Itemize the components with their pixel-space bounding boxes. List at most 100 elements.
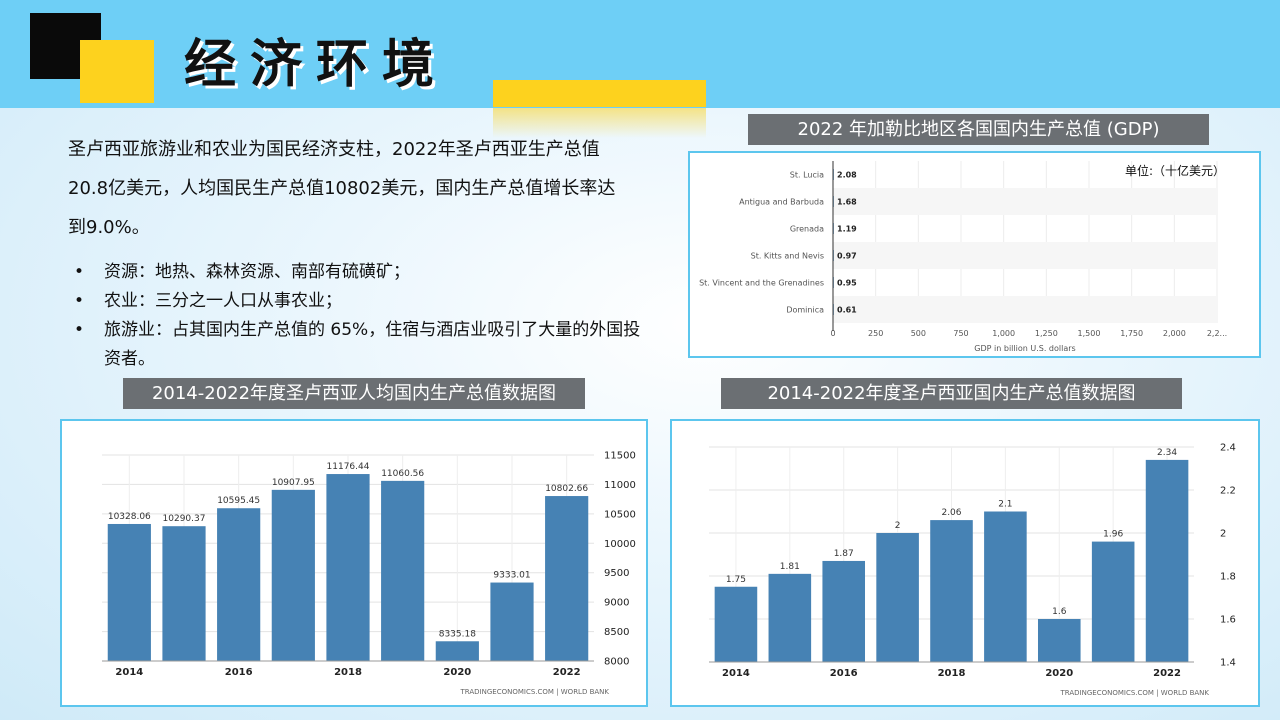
yellow-bar-reflection	[493, 108, 706, 138]
data-label: 1.87	[834, 549, 854, 559]
bar	[545, 496, 589, 661]
source-label: TRADINGECONOMICS.COM | WORLD BANK	[460, 688, 610, 696]
bullet-dot-icon: •	[74, 262, 85, 282]
gdp-chart-caption: 2022 年加勒比地区各国国内生产总值 (GDP)	[748, 114, 1209, 145]
x-tick-label: 2016	[830, 668, 858, 679]
y-tick-label: 10500	[604, 509, 636, 520]
bar	[217, 508, 261, 661]
bar	[162, 526, 206, 661]
x-tick-label: 2014	[115, 667, 143, 678]
x-tick-label: 2022	[1153, 668, 1181, 679]
bar	[107, 523, 151, 661]
x-tick-label: 2,000	[1163, 329, 1186, 338]
data-label: 1.6	[1052, 607, 1067, 617]
bullet-item-tourism: • 旅游业：占其国内生产总值的 65%，住宿与酒店业吸引了大量的外国投资者。	[72, 316, 652, 374]
bar	[326, 474, 370, 661]
y-tick-label: 9500	[604, 568, 629, 579]
y-tick-label: 2.4	[1220, 443, 1236, 454]
bullet-list: • 资源：地热、森林资源、南部有硫磺矿； • 农业：三分之一人口从事农业； • 旅游业…	[72, 258, 652, 374]
row-band	[833, 296, 1217, 323]
y-tick-label: 11500	[604, 451, 636, 462]
y-tick-label: 8000	[604, 657, 629, 668]
y-tick-label: 8500	[604, 627, 629, 638]
category-label: St. Vincent and the Grenadines	[699, 279, 824, 288]
x-tick-label: 2018	[938, 668, 966, 679]
bullet-text: 旅游业：占其国内生产总值的 65%，住宿与酒店业吸引了大量的外国投资者。	[104, 320, 641, 369]
bar	[714, 586, 758, 662]
y-tick-label: 2	[1220, 529, 1226, 540]
data-label: 2	[895, 521, 901, 531]
bar	[381, 480, 425, 661]
data-label: 1.19	[837, 225, 857, 234]
x-tick-label: 2018	[334, 667, 362, 678]
gdp-unit-label: 单位:（十亿美元）	[1125, 164, 1226, 178]
data-label: 11060.56	[381, 469, 424, 479]
data-label: 10290.37	[163, 514, 206, 524]
x-tick-label: 1,750	[1120, 329, 1143, 338]
bar	[1037, 619, 1081, 662]
yellow-square-decoration	[80, 40, 154, 103]
y-tick-label: 1.8	[1220, 572, 1236, 583]
data-label: 2.34	[1157, 448, 1177, 458]
yellow-bar-decoration	[493, 80, 706, 107]
bar	[435, 641, 479, 661]
x-tick-label: 1,000	[992, 329, 1015, 338]
page-title: 经济环境	[184, 35, 449, 95]
y-tick-label: 11000	[604, 480, 636, 491]
row-band	[833, 242, 1217, 269]
bar	[490, 582, 534, 661]
x-tick-label: 2020	[443, 667, 471, 678]
bar	[1145, 459, 1189, 662]
source-label: TRADINGECONOMICS.COM | WORLD BANK	[1060, 689, 1210, 697]
row-band	[833, 188, 1217, 215]
data-label: 0.97	[837, 252, 857, 261]
y-tick-label: 2.2	[1220, 486, 1236, 497]
x-tick-label: 1,500	[1078, 329, 1101, 338]
x-tick-label: 2016	[225, 667, 253, 678]
data-label: 10595.45	[217, 496, 260, 506]
data-label: 8335.18	[439, 629, 476, 639]
category-label: Antigua and Barbuda	[739, 198, 824, 207]
bar	[930, 520, 973, 662]
bullet-dot-icon: •	[74, 291, 85, 311]
bullet-dot-icon: •	[74, 320, 85, 340]
y-tick-label: 9000	[604, 598, 629, 609]
data-label: 0.61	[837, 306, 857, 315]
category-label: Grenada	[790, 225, 824, 234]
x-tick-label: 1,250	[1035, 329, 1058, 338]
category-label: Dominica	[786, 306, 824, 315]
bar	[768, 573, 812, 662]
intro-paragraph: 圣卢西亚旅游业和农业为国民经济支柱，2022年圣卢西亚生产总值20.8亿美元，人…	[68, 139, 616, 238]
gdp-bar-chart: 0 250 500 750 1,000 1,250 1,500 1,750 2,000 2,2..…	[699, 161, 1227, 353]
x-tick-label: 500	[911, 329, 926, 338]
bullet-text: 农业：三分之一人口从事农业；	[104, 291, 342, 311]
data-label: 2.08	[837, 171, 857, 180]
y-tick-label: 1.4	[1220, 658, 1236, 669]
x-tick-label: 750	[953, 329, 968, 338]
category-label: St. Kitts and Nevis	[751, 252, 824, 261]
bar	[1091, 541, 1135, 662]
x-tick-label: 2020	[1045, 668, 1073, 679]
x-tick-label: 250	[868, 329, 883, 338]
total-bar-chart: 1.4 1.6 1.8 2 2.2 2.4 1.75 1.81 1.87 2 2.06 2.1 1.6 1…	[709, 443, 1236, 697]
x-tick-label: 2,2...	[1207, 329, 1227, 338]
x-axis-title: GDP in billion U.S. dollars	[974, 344, 1075, 353]
bar	[984, 511, 1027, 662]
x-tick-label: 0	[830, 329, 835, 338]
bullet-item-agriculture: • 农业：三分之一人口从事农业；	[72, 287, 652, 316]
data-label: 2.1	[998, 500, 1012, 510]
bar	[876, 533, 919, 662]
data-label: 10802.66	[545, 484, 588, 494]
data-label: 2.06	[941, 508, 961, 518]
data-label: 1.96	[1103, 530, 1123, 540]
bullet-item-resources: • 资源：地热、森林资源、南部有硫磺矿；	[72, 258, 652, 287]
y-tick-label: 10000	[604, 539, 636, 550]
bullet-text: 资源：地热、森林资源、南部有硫磺矿；	[104, 262, 410, 282]
total-chart-caption: 2014-2022年度圣卢西亚国内生产总值数据图	[721, 378, 1182, 409]
bar	[822, 560, 866, 662]
data-label: 1.68	[837, 198, 857, 207]
category-label: St. Lucia	[790, 171, 824, 180]
gdp-chart-frame: 0 250 500 750 1,000 1,250 1,500 1,750 2,000 2,2..…	[688, 151, 1261, 358]
percap-chart-frame: 8000 8500 9000 9500 10000 10500 11000 11500 1032…	[60, 419, 648, 707]
data-label: 10907.95	[272, 478, 315, 488]
